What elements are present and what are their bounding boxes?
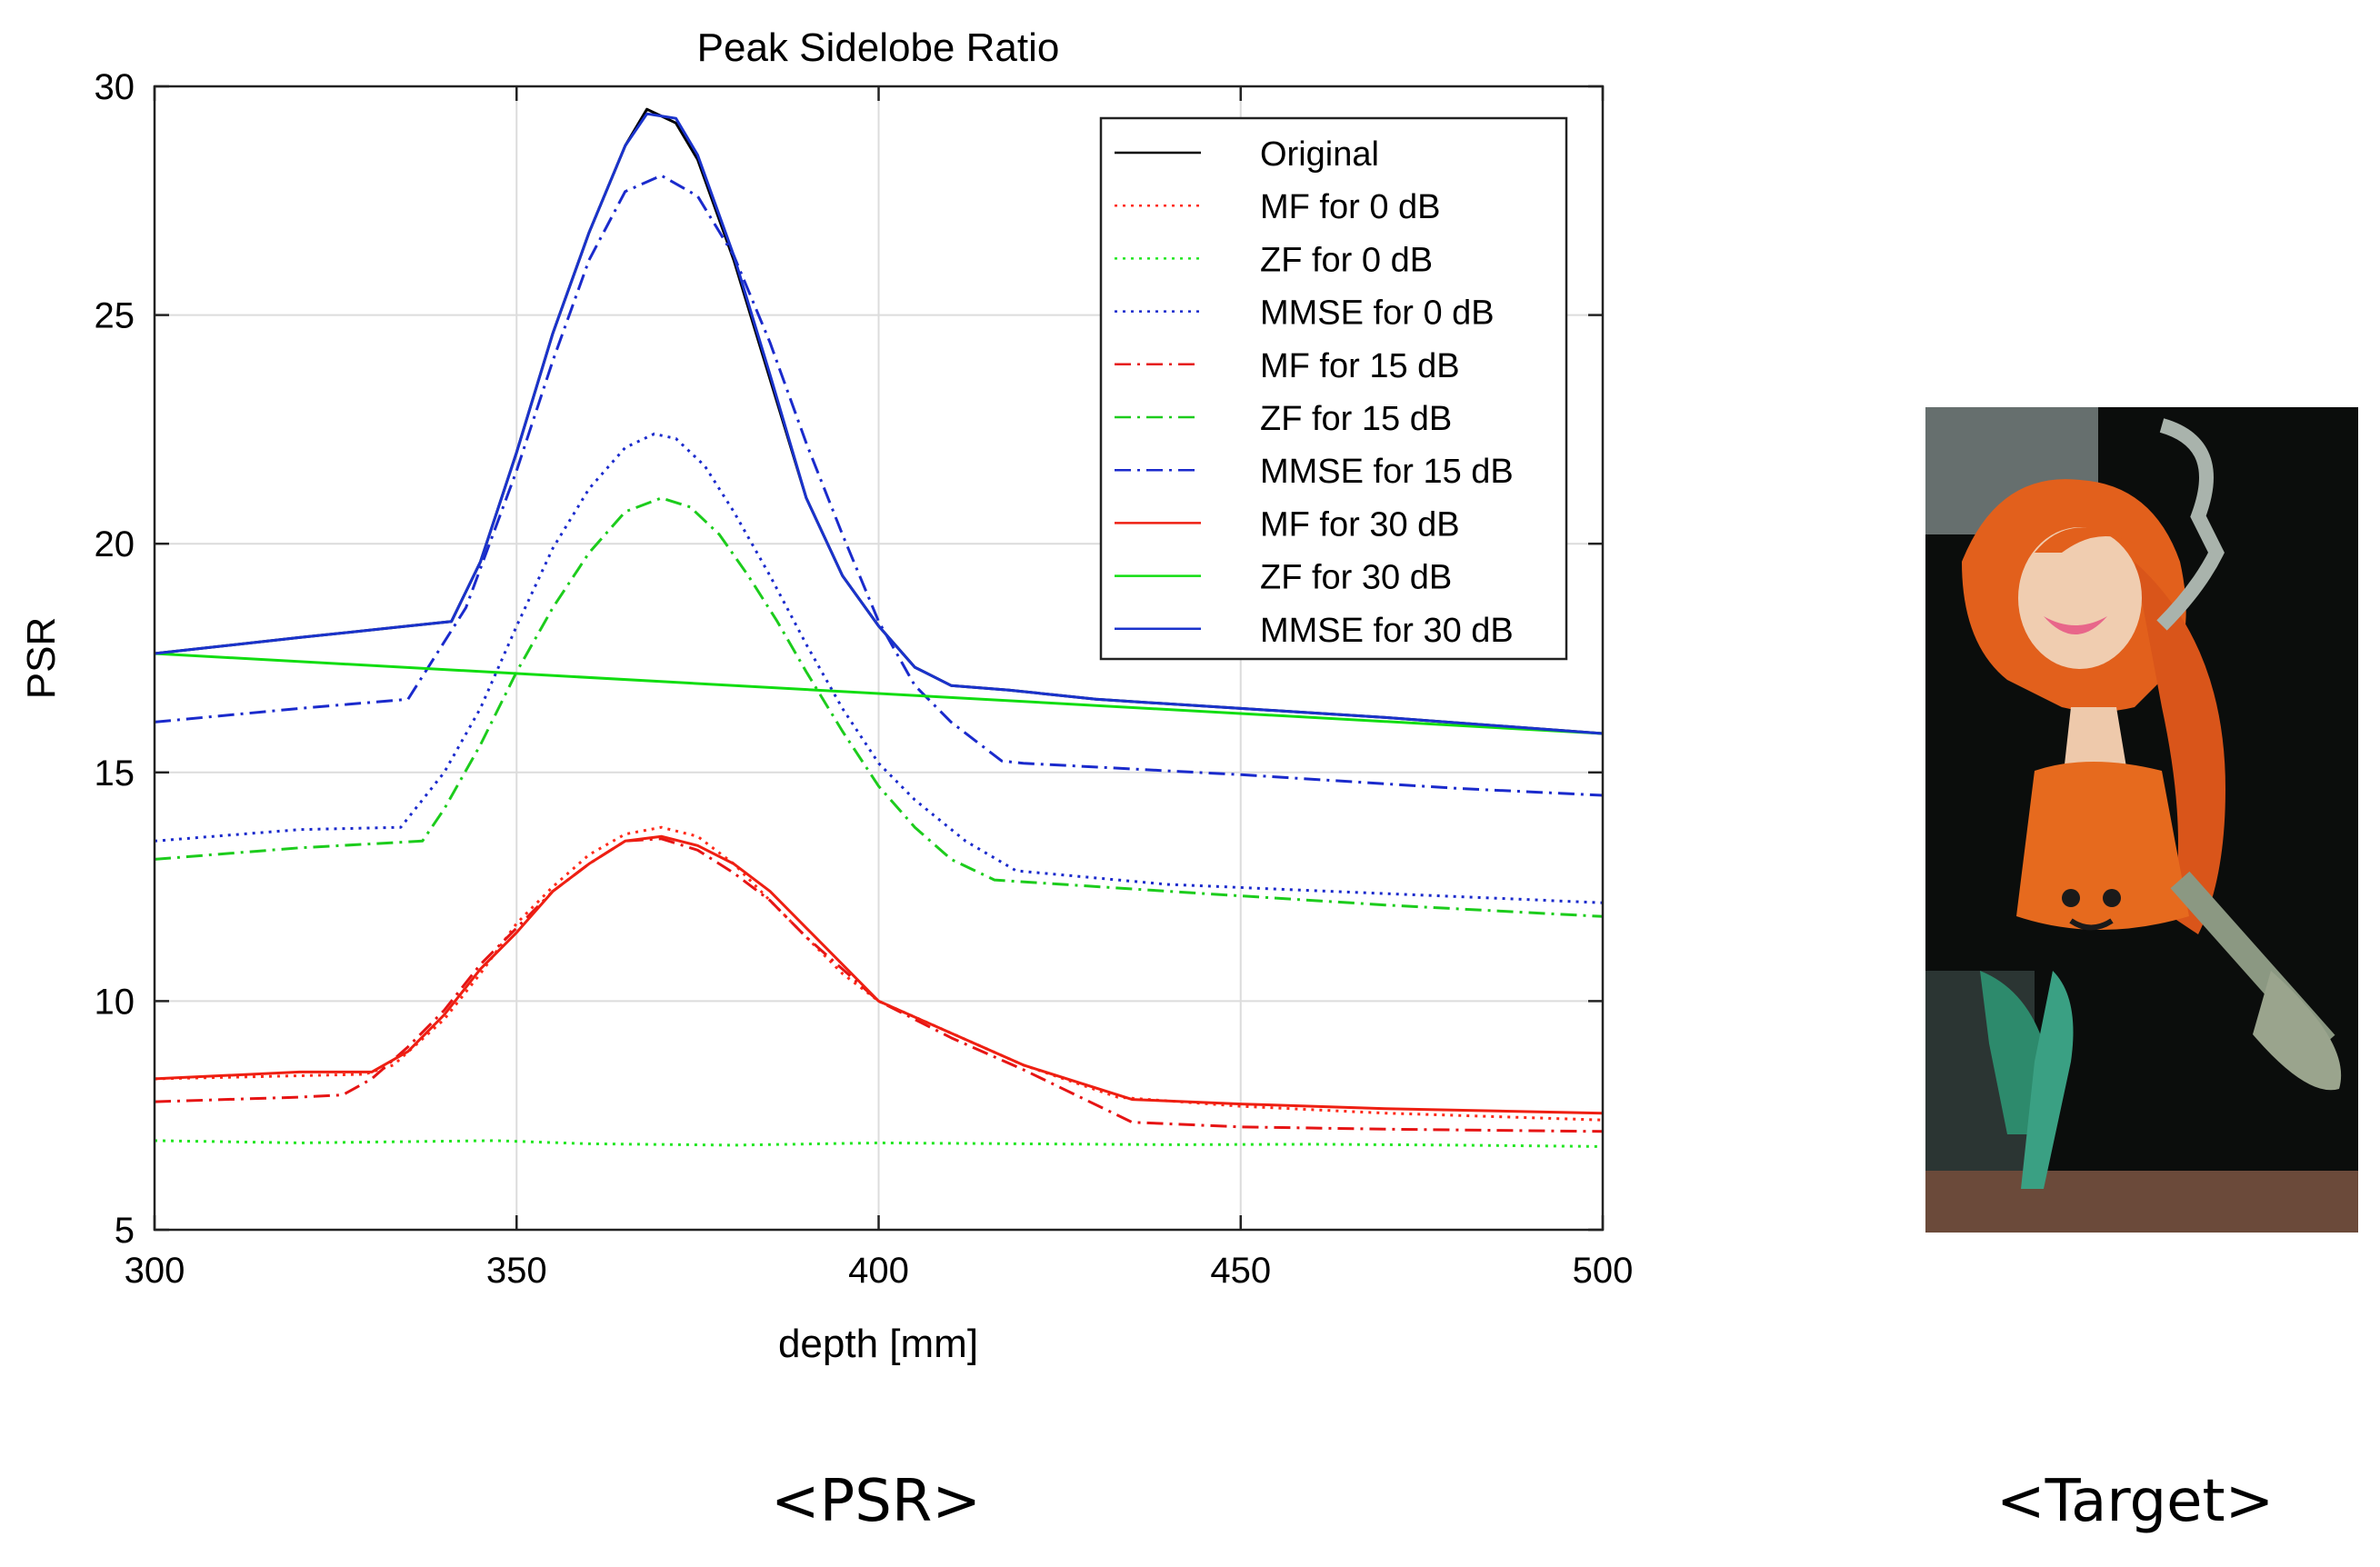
x-axis-label: depth [mm] bbox=[778, 1322, 978, 1366]
target-caption: <Target> bbox=[1996, 1468, 2275, 1535]
series-lines bbox=[154, 107, 1604, 1148]
legend-label: ZF for 30 dB bbox=[1260, 559, 1452, 597]
x-tick-label: 450 bbox=[1210, 1251, 1271, 1291]
x-tick-label: 500 bbox=[1573, 1251, 1634, 1291]
series-line-mmse-for-30-db bbox=[154, 112, 1604, 735]
legend: Original MF for 0 dB ZF for 0 dB MMSE for 0… bbox=[1099, 116, 1568, 661]
series-line-zf-for-30-db bbox=[154, 652, 1604, 735]
y-tick-label: 15 bbox=[95, 754, 135, 793]
legend-label: ZF for 0 dB bbox=[1260, 241, 1433, 279]
psr-caption: <PSR> bbox=[771, 1468, 981, 1535]
legend-label: ZF for 15 dB bbox=[1260, 400, 1452, 438]
series-line-zf-for-15-db bbox=[154, 496, 1604, 918]
y-tick-label: 25 bbox=[95, 296, 135, 336]
legend-label: MF for 30 dB bbox=[1260, 505, 1460, 544]
legend-label: MMSE for 30 dB bbox=[1260, 612, 1514, 650]
legend-label: Original bbox=[1260, 135, 1379, 174]
axis-ticks: 300 350 400 450 500 5 10 15 20 25 30 bbox=[95, 67, 1634, 1291]
target-photo bbox=[1925, 407, 2358, 1233]
series-line-mf-for-15-db bbox=[154, 837, 1604, 1133]
y-axis-label: PSR bbox=[19, 617, 64, 699]
legend-label: MF for 15 dB bbox=[1260, 347, 1460, 385]
legend-box bbox=[1099, 116, 1568, 661]
x-tick-label: 400 bbox=[848, 1251, 909, 1291]
y-tick-label: 5 bbox=[115, 1211, 135, 1251]
x-tick-label: 350 bbox=[486, 1251, 547, 1291]
legend-label: MMSE for 15 dB bbox=[1260, 453, 1514, 491]
y-tick-label: 30 bbox=[95, 67, 135, 107]
y-tick-label: 20 bbox=[95, 524, 135, 564]
x-tick-label: 300 bbox=[125, 1251, 185, 1291]
legend-label: MMSE for 0 dB bbox=[1260, 294, 1495, 333]
legend-label: MF for 0 dB bbox=[1260, 188, 1441, 226]
chart-title: Peak Sidelobe Ratio bbox=[697, 25, 1060, 70]
series-line-mf-for-30-db bbox=[154, 834, 1604, 1115]
y-tick-label: 10 bbox=[95, 982, 135, 1022]
